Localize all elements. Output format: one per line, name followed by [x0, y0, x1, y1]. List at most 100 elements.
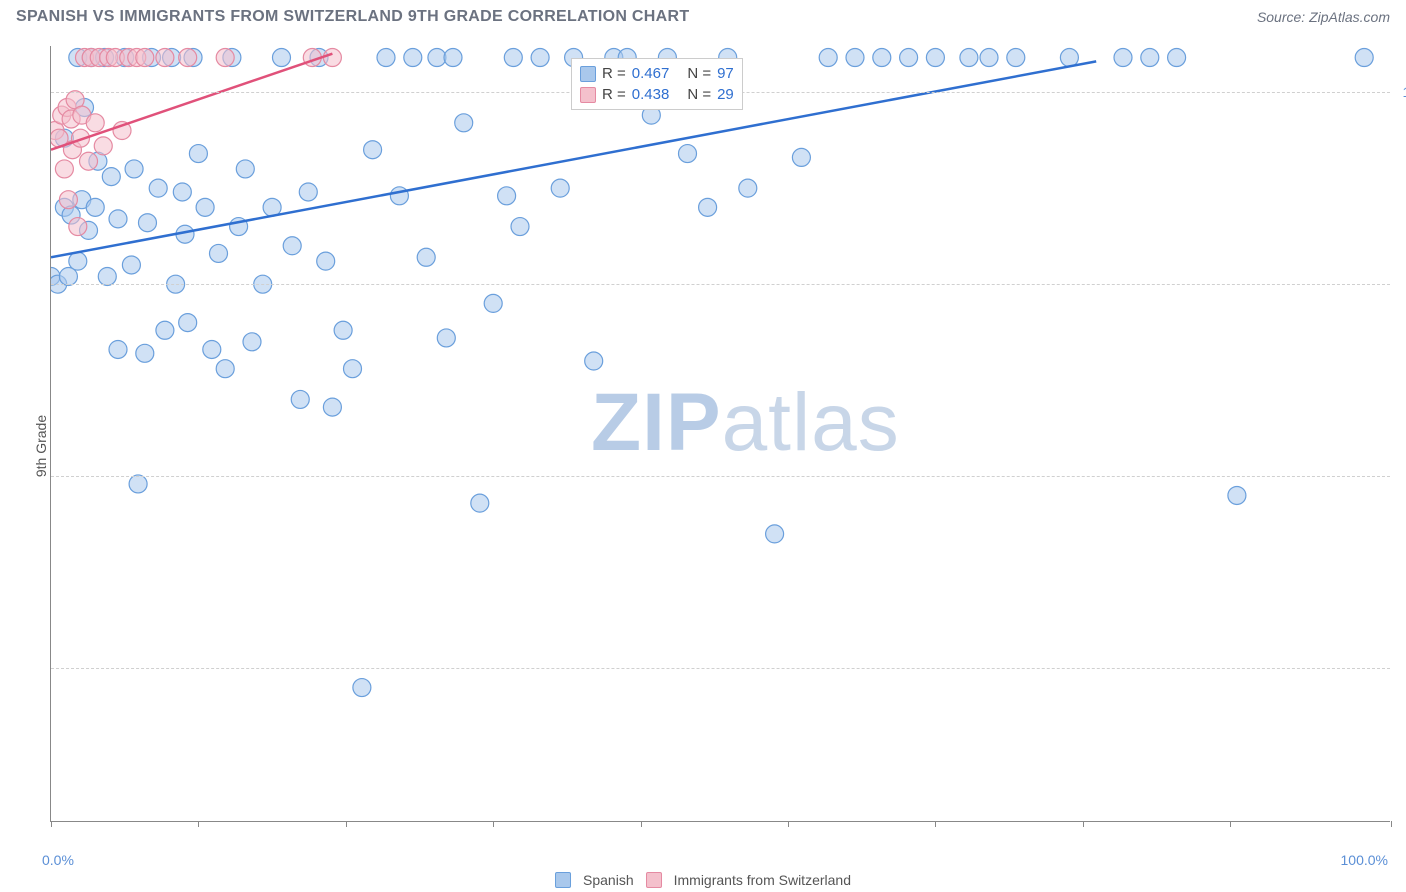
- scatter-point: [80, 152, 98, 170]
- trend-line: [51, 54, 332, 150]
- scatter-point: [926, 49, 944, 67]
- grid-line: [51, 668, 1390, 669]
- scatter-point: [1168, 49, 1186, 67]
- legend-swatch: [580, 66, 596, 82]
- x-tick: [51, 821, 52, 827]
- n-label: N =: [687, 65, 711, 82]
- scatter-svg: [51, 46, 1391, 822]
- series-legend: Spanish Immigrants from Switzerland: [555, 872, 851, 888]
- correlation-legend: R =0.467N =97R =0.438N =29: [571, 58, 743, 110]
- scatter-point: [819, 49, 837, 67]
- x-tick: [1230, 821, 1231, 827]
- scatter-point: [444, 49, 462, 67]
- y-tick-label: 95.0%: [1395, 276, 1406, 292]
- x-tick: [788, 821, 789, 827]
- x-tick: [641, 821, 642, 827]
- x-tick: [935, 821, 936, 827]
- scatter-point: [94, 137, 112, 155]
- scatter-point: [129, 475, 147, 493]
- y-tick-label: 100.0%: [1395, 84, 1406, 100]
- legend-row: R =0.438N =29: [580, 84, 734, 105]
- scatter-point: [125, 160, 143, 178]
- scatter-point: [1355, 49, 1373, 67]
- source-label: Source: ZipAtlas.com: [1257, 9, 1390, 25]
- scatter-point: [323, 49, 341, 67]
- x-max-label: 100.0%: [1341, 852, 1388, 868]
- scatter-point: [504, 49, 522, 67]
- scatter-point: [136, 49, 154, 67]
- scatter-point: [98, 267, 116, 285]
- scatter-point: [291, 390, 309, 408]
- scatter-point: [86, 198, 104, 216]
- scatter-point: [390, 187, 408, 205]
- scatter-point: [179, 314, 197, 332]
- scatter-point: [243, 333, 261, 351]
- scatter-point: [179, 49, 197, 67]
- scatter-point: [511, 218, 529, 236]
- scatter-point: [417, 248, 435, 266]
- x-tick: [346, 821, 347, 827]
- r-label: R =: [602, 86, 626, 103]
- scatter-point: [109, 340, 127, 358]
- scatter-point: [272, 49, 290, 67]
- scatter-point: [283, 237, 301, 255]
- scatter-point: [173, 183, 191, 201]
- spanish-swatch: [555, 872, 571, 888]
- scatter-point: [699, 198, 717, 216]
- x-min-label: 0.0%: [42, 852, 74, 868]
- scatter-point: [353, 679, 371, 697]
- r-label: R =: [602, 65, 626, 82]
- y-tick-label: 90.0%: [1395, 468, 1406, 484]
- scatter-point: [156, 49, 174, 67]
- scatter-point: [1141, 49, 1159, 67]
- x-tick: [493, 821, 494, 827]
- scatter-point: [210, 244, 228, 262]
- x-tick: [1083, 821, 1084, 827]
- scatter-point: [109, 210, 127, 228]
- scatter-point: [196, 198, 214, 216]
- n-value: 97: [717, 65, 734, 82]
- scatter-point: [404, 49, 422, 67]
- scatter-point: [299, 183, 317, 201]
- scatter-point: [1060, 49, 1078, 67]
- swiss-legend-label: Immigrants from Switzerland: [674, 872, 851, 888]
- scatter-point: [189, 145, 207, 163]
- grid-line: [51, 284, 1390, 285]
- scatter-point: [377, 49, 395, 67]
- scatter-point: [136, 344, 154, 362]
- scatter-point: [1007, 49, 1025, 67]
- x-tick: [198, 821, 199, 827]
- scatter-point: [900, 49, 918, 67]
- n-value: 29: [717, 86, 734, 103]
- plot-area: ZIPatlas R =0.467N =97R =0.438N =29 85.0…: [50, 46, 1390, 822]
- spanish-legend-label: Spanish: [583, 872, 634, 888]
- scatter-point: [484, 294, 502, 312]
- scatter-point: [236, 160, 254, 178]
- scatter-point: [334, 321, 352, 339]
- scatter-point: [102, 168, 120, 186]
- scatter-point: [873, 49, 891, 67]
- scatter-point: [86, 114, 104, 132]
- scatter-point: [428, 49, 446, 67]
- y-tick-label: 85.0%: [1395, 660, 1406, 676]
- scatter-point: [585, 352, 603, 370]
- scatter-point: [455, 114, 473, 132]
- scatter-point: [69, 218, 87, 236]
- scatter-point: [679, 145, 697, 163]
- scatter-point: [364, 141, 382, 159]
- header-bar: SPANISH VS IMMIGRANTS FROM SWITZERLAND 9…: [0, 0, 1406, 30]
- scatter-point: [216, 49, 234, 67]
- scatter-point: [69, 252, 87, 270]
- scatter-point: [55, 160, 73, 178]
- scatter-point: [59, 191, 77, 209]
- r-value: 0.467: [632, 65, 670, 82]
- scatter-point: [216, 360, 234, 378]
- scatter-point: [471, 494, 489, 512]
- scatter-point: [960, 49, 978, 67]
- legend-swatch: [580, 87, 596, 103]
- scatter-point: [1114, 49, 1132, 67]
- n-label: N =: [687, 86, 711, 103]
- scatter-point: [980, 49, 998, 67]
- chart-title: SPANISH VS IMMIGRANTS FROM SWITZERLAND 9…: [16, 8, 689, 26]
- y-axis-title: 9th Grade: [33, 415, 49, 477]
